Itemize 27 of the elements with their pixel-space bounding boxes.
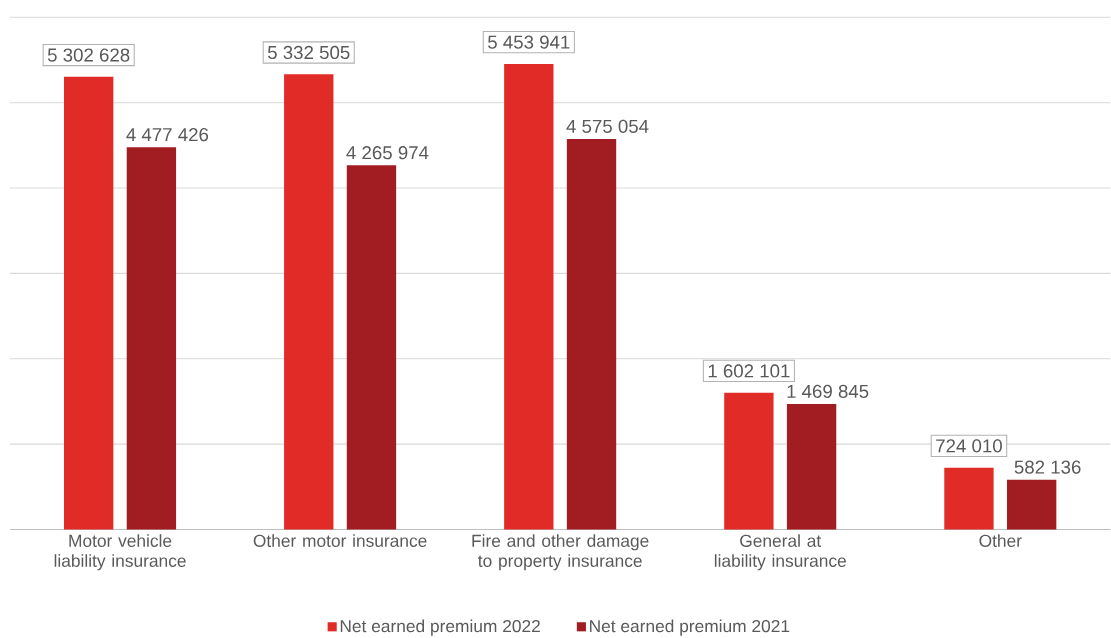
legend-label: Net earned premium 2022	[340, 619, 540, 636]
data-label: 1 469 845	[787, 384, 869, 399]
x-tick-label: Motor vehicle liability insurance	[54, 534, 186, 571]
data-label: 5 453 941	[488, 35, 570, 49]
bar	[126, 147, 177, 530]
x-tick-label: Fire and other damage to property insurance	[472, 534, 649, 571]
data-label: 5 332 505	[267, 46, 350, 60]
legend-label: Net earned premium 2021	[590, 619, 790, 636]
bar	[786, 404, 837, 530]
bar	[64, 77, 114, 530]
bar	[944, 467, 994, 530]
bar	[504, 64, 554, 530]
data-label: 4 477 426	[126, 128, 209, 142]
x-tick-label: General at liability insurance	[714, 534, 846, 571]
bar	[566, 139, 617, 530]
x-tick-label: Other	[979, 534, 1022, 548]
bar	[284, 74, 334, 530]
bar	[724, 392, 774, 530]
data-label: 4 265 974	[346, 146, 429, 160]
data-label: 5 302 628	[47, 48, 130, 62]
data-label: 724 010	[936, 439, 1002, 453]
data-label: 4 575 054	[566, 119, 649, 134]
bar	[346, 165, 397, 530]
data-label: 1 602 101	[708, 364, 790, 378]
bar	[1006, 480, 1057, 530]
data-label: 582 136	[1014, 460, 1081, 474]
x-tick-label: Other motor insurance	[253, 534, 427, 548]
